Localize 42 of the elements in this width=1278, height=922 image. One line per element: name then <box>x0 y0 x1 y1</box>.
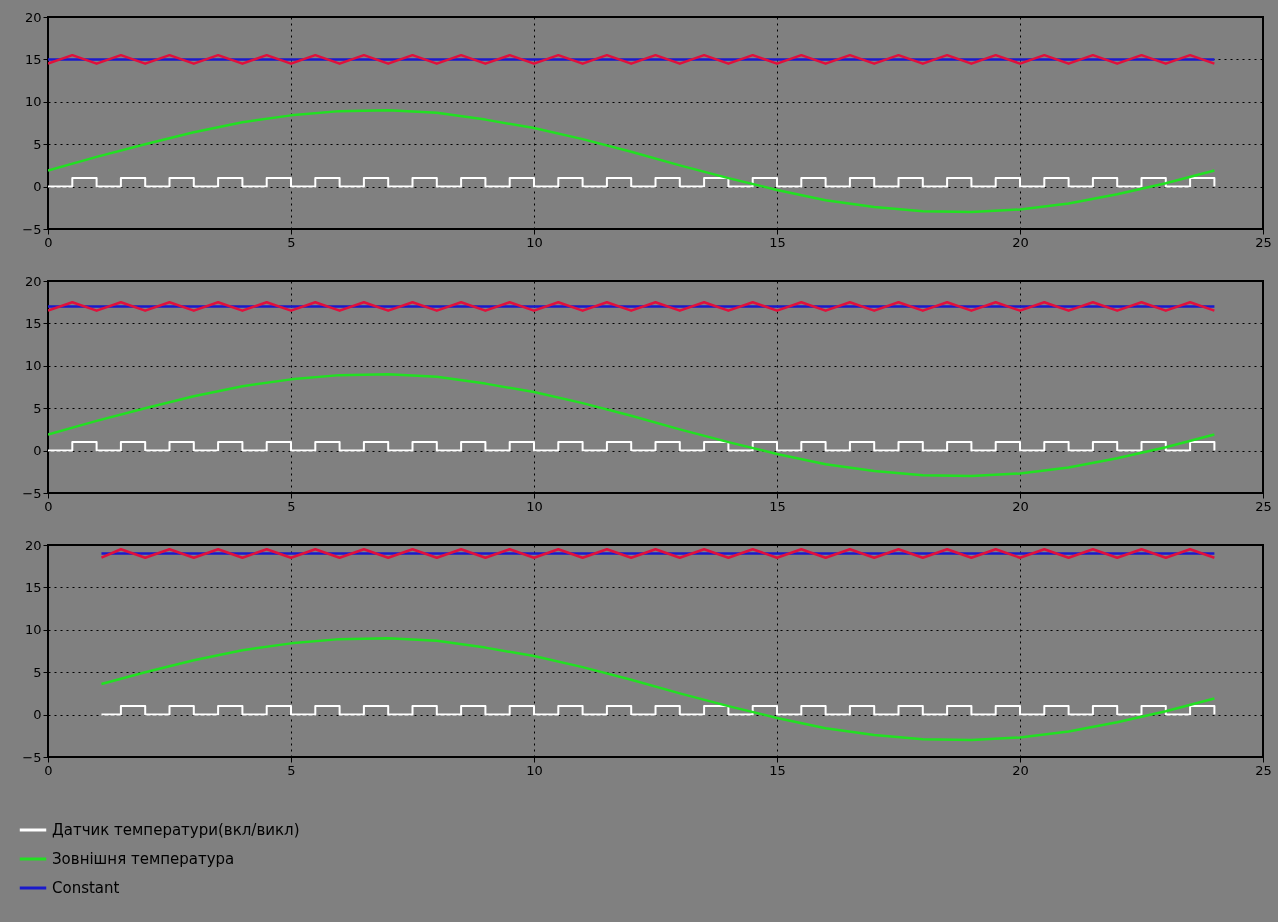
line-series <box>48 373 1216 478</box>
x-tick-label: 0 <box>44 498 53 514</box>
legend-label: Constant <box>52 879 120 897</box>
x-tick-label: 15 <box>769 498 786 514</box>
x-tick-label: 20 <box>1012 498 1029 514</box>
y-tick-label: 20 <box>24 537 42 553</box>
y-tick-label: 15 <box>24 315 42 331</box>
y-tick-label: 5 <box>33 664 42 680</box>
y-tick-label: 0 <box>33 443 42 459</box>
x-tick-label: 15 <box>769 234 786 250</box>
y-tick-label: 15 <box>24 579 42 595</box>
x-tick-label: 5 <box>287 762 296 778</box>
y-tick-label: −5 <box>22 749 42 765</box>
x-tick-label: 25 <box>1255 498 1272 514</box>
legend-label: Датчик температури(вкл/викл) <box>52 821 300 839</box>
x-tick-label: 20 <box>1012 762 1029 778</box>
y-tick-label: −5 <box>22 485 42 501</box>
x-tick-label: 10 <box>526 234 543 250</box>
y-tick-label: 20 <box>24 273 42 289</box>
x-tick-label: 25 <box>1255 762 1272 778</box>
y-tick-label: 5 <box>33 136 42 152</box>
line-series <box>100 637 1216 742</box>
y-tick-label: 0 <box>33 707 42 723</box>
x-tick-label: 5 <box>287 234 296 250</box>
y-tick-label: 10 <box>24 358 42 374</box>
y-tick-label: 15 <box>24 51 42 67</box>
y-tick-label: 10 <box>24 94 42 110</box>
x-tick-label: 25 <box>1255 234 1272 250</box>
line-series <box>48 109 1216 214</box>
y-tick-label: 5 <box>33 400 42 416</box>
x-tick-label: 5 <box>287 498 296 514</box>
y-tick-label: 10 <box>24 622 42 638</box>
y-tick-label: 0 <box>33 179 42 195</box>
y-tick-label: 20 <box>24 9 42 25</box>
legend-label: Зовнішня температура <box>52 850 235 868</box>
x-tick-label: 0 <box>44 234 53 250</box>
x-tick-label: 10 <box>526 762 543 778</box>
y-tick-label: −5 <box>22 221 42 237</box>
x-tick-label: 20 <box>1012 234 1029 250</box>
x-tick-label: 15 <box>769 762 786 778</box>
x-tick-label: 0 <box>44 762 53 778</box>
x-tick-label: 10 <box>526 498 543 514</box>
